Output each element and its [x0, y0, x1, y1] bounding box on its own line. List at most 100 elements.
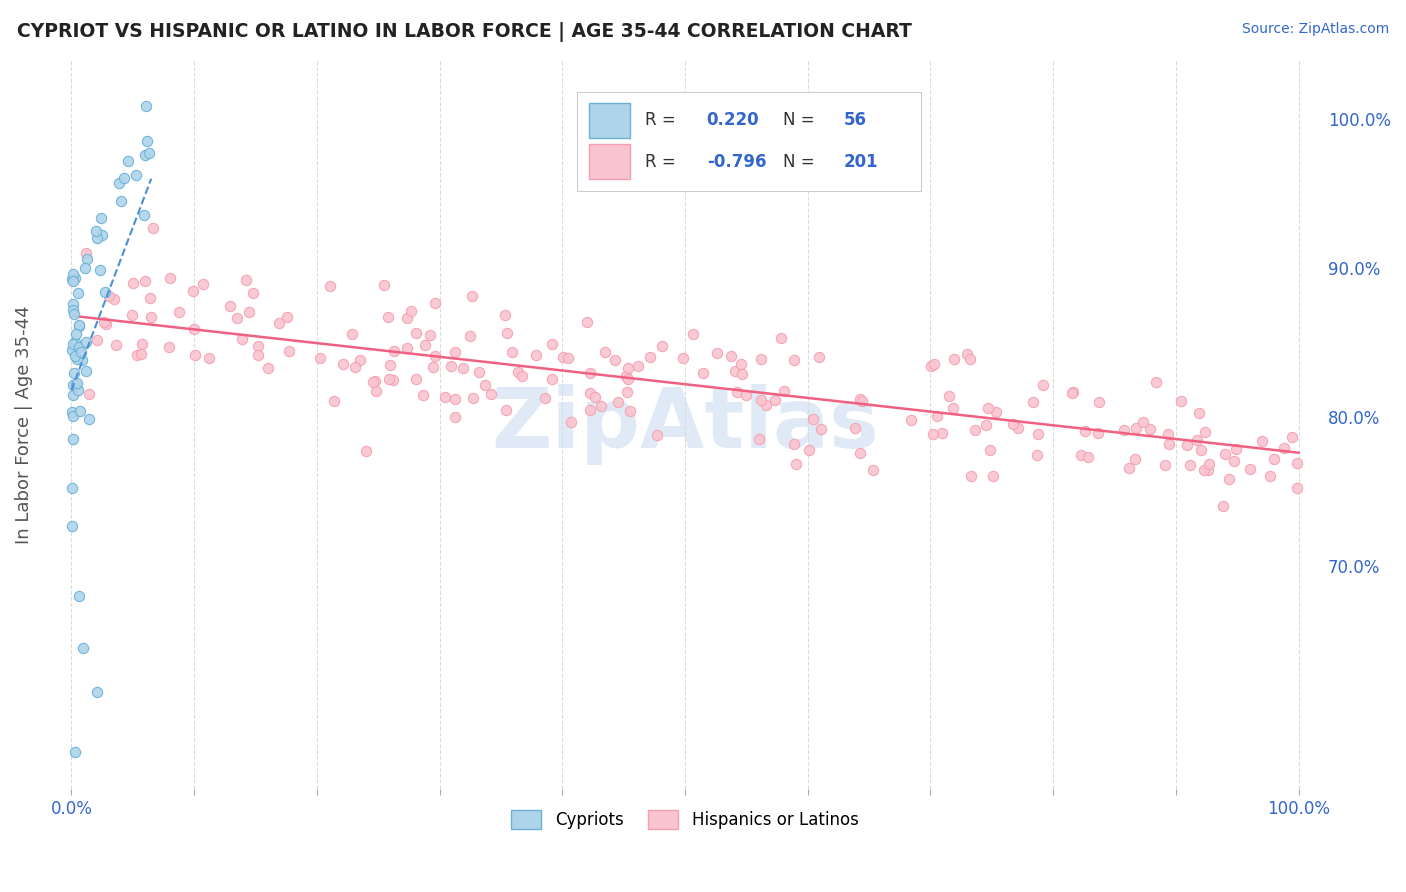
- Point: [65, 377, 87, 392]
- Text: -0.796: -0.796: [707, 153, 766, 170]
- Point: [66, 351, 89, 366]
- Point: [943, 351, 966, 366]
- Point: [638, 350, 661, 364]
- Point: [443, 410, 465, 425]
- Point: [322, 393, 344, 408]
- Text: Source: ZipAtlas.com: Source: ZipAtlas.com: [1241, 22, 1389, 37]
- Point: [70, 352, 93, 367]
- Point: [1159, 437, 1181, 451]
- Point: [75, 335, 97, 350]
- Point: [578, 386, 600, 401]
- Point: [361, 375, 384, 389]
- Point: [524, 349, 547, 363]
- Point: [494, 308, 516, 322]
- Point: [862, 463, 884, 477]
- Point: [238, 305, 260, 319]
- Point: [960, 468, 983, 483]
- Point: [86, 230, 108, 244]
- Point: [412, 388, 434, 402]
- Point: [354, 444, 377, 458]
- Point: [69, 404, 91, 418]
- Point: [60, 272, 83, 286]
- Point: [75, 364, 97, 378]
- Point: [276, 310, 298, 325]
- Point: [1285, 456, 1308, 470]
- Point: [1285, 481, 1308, 495]
- Point: [803, 412, 825, 426]
- Point: [278, 344, 301, 359]
- Point: [134, 274, 156, 288]
- Point: [66, 383, 89, 397]
- Point: [773, 384, 796, 398]
- Point: [373, 277, 395, 292]
- Point: [444, 345, 467, 359]
- Point: [405, 326, 427, 341]
- Point: [86, 333, 108, 347]
- Point: [66, 376, 89, 391]
- Point: [1281, 430, 1303, 444]
- Point: [725, 385, 748, 400]
- Point: [763, 392, 786, 407]
- Point: [1178, 458, 1201, 472]
- Point: [395, 341, 418, 355]
- Point: [125, 168, 148, 182]
- Text: 0.220: 0.220: [707, 112, 759, 129]
- Point: [849, 446, 872, 460]
- Point: [94, 317, 117, 331]
- Point: [1007, 420, 1029, 434]
- Point: [735, 388, 758, 402]
- Point: [97, 288, 120, 302]
- Point: [138, 146, 160, 161]
- Point: [579, 366, 602, 380]
- Point: [479, 386, 502, 401]
- Point: [1146, 375, 1168, 389]
- Point: [121, 276, 143, 290]
- Point: [605, 352, 627, 367]
- Point: [1032, 378, 1054, 392]
- Point: [616, 368, 638, 383]
- Point: [922, 357, 945, 371]
- Point: [1021, 394, 1043, 409]
- Point: [942, 401, 965, 416]
- Bar: [589, 145, 630, 179]
- Point: [62, 388, 84, 402]
- Point: [181, 284, 204, 298]
- Point: [749, 392, 772, 407]
- Point: [706, 345, 728, 359]
- Point: [73, 261, 96, 276]
- Point: [1170, 393, 1192, 408]
- Point: [142, 221, 165, 235]
- Point: [501, 345, 523, 359]
- Point: [60, 481, 83, 495]
- Point: [1001, 417, 1024, 432]
- Point: [104, 338, 127, 352]
- Point: [62, 302, 84, 317]
- Point: [423, 349, 446, 363]
- Point: [90, 227, 112, 242]
- Point: [1028, 427, 1050, 442]
- Point: [62, 432, 84, 446]
- Point: [117, 154, 139, 169]
- Point: [607, 395, 630, 409]
- Point: [193, 277, 215, 292]
- Point: [382, 343, 405, 358]
- Point: [453, 360, 475, 375]
- Point: [62, 297, 84, 311]
- Point: [349, 353, 371, 368]
- Point: [62, 377, 84, 392]
- Point: [1175, 438, 1198, 452]
- Point: [86, 685, 108, 699]
- Point: [848, 392, 870, 407]
- Point: [1188, 406, 1211, 420]
- Point: [60, 405, 83, 419]
- Point: [84, 224, 107, 238]
- Point: [132, 208, 155, 222]
- Point: [682, 326, 704, 341]
- Point: [920, 359, 942, 373]
- Point: [157, 340, 180, 354]
- Point: [231, 332, 253, 346]
- Point: [378, 372, 401, 386]
- Point: [1185, 434, 1208, 448]
- Point: [1225, 442, 1247, 456]
- Point: [167, 305, 190, 319]
